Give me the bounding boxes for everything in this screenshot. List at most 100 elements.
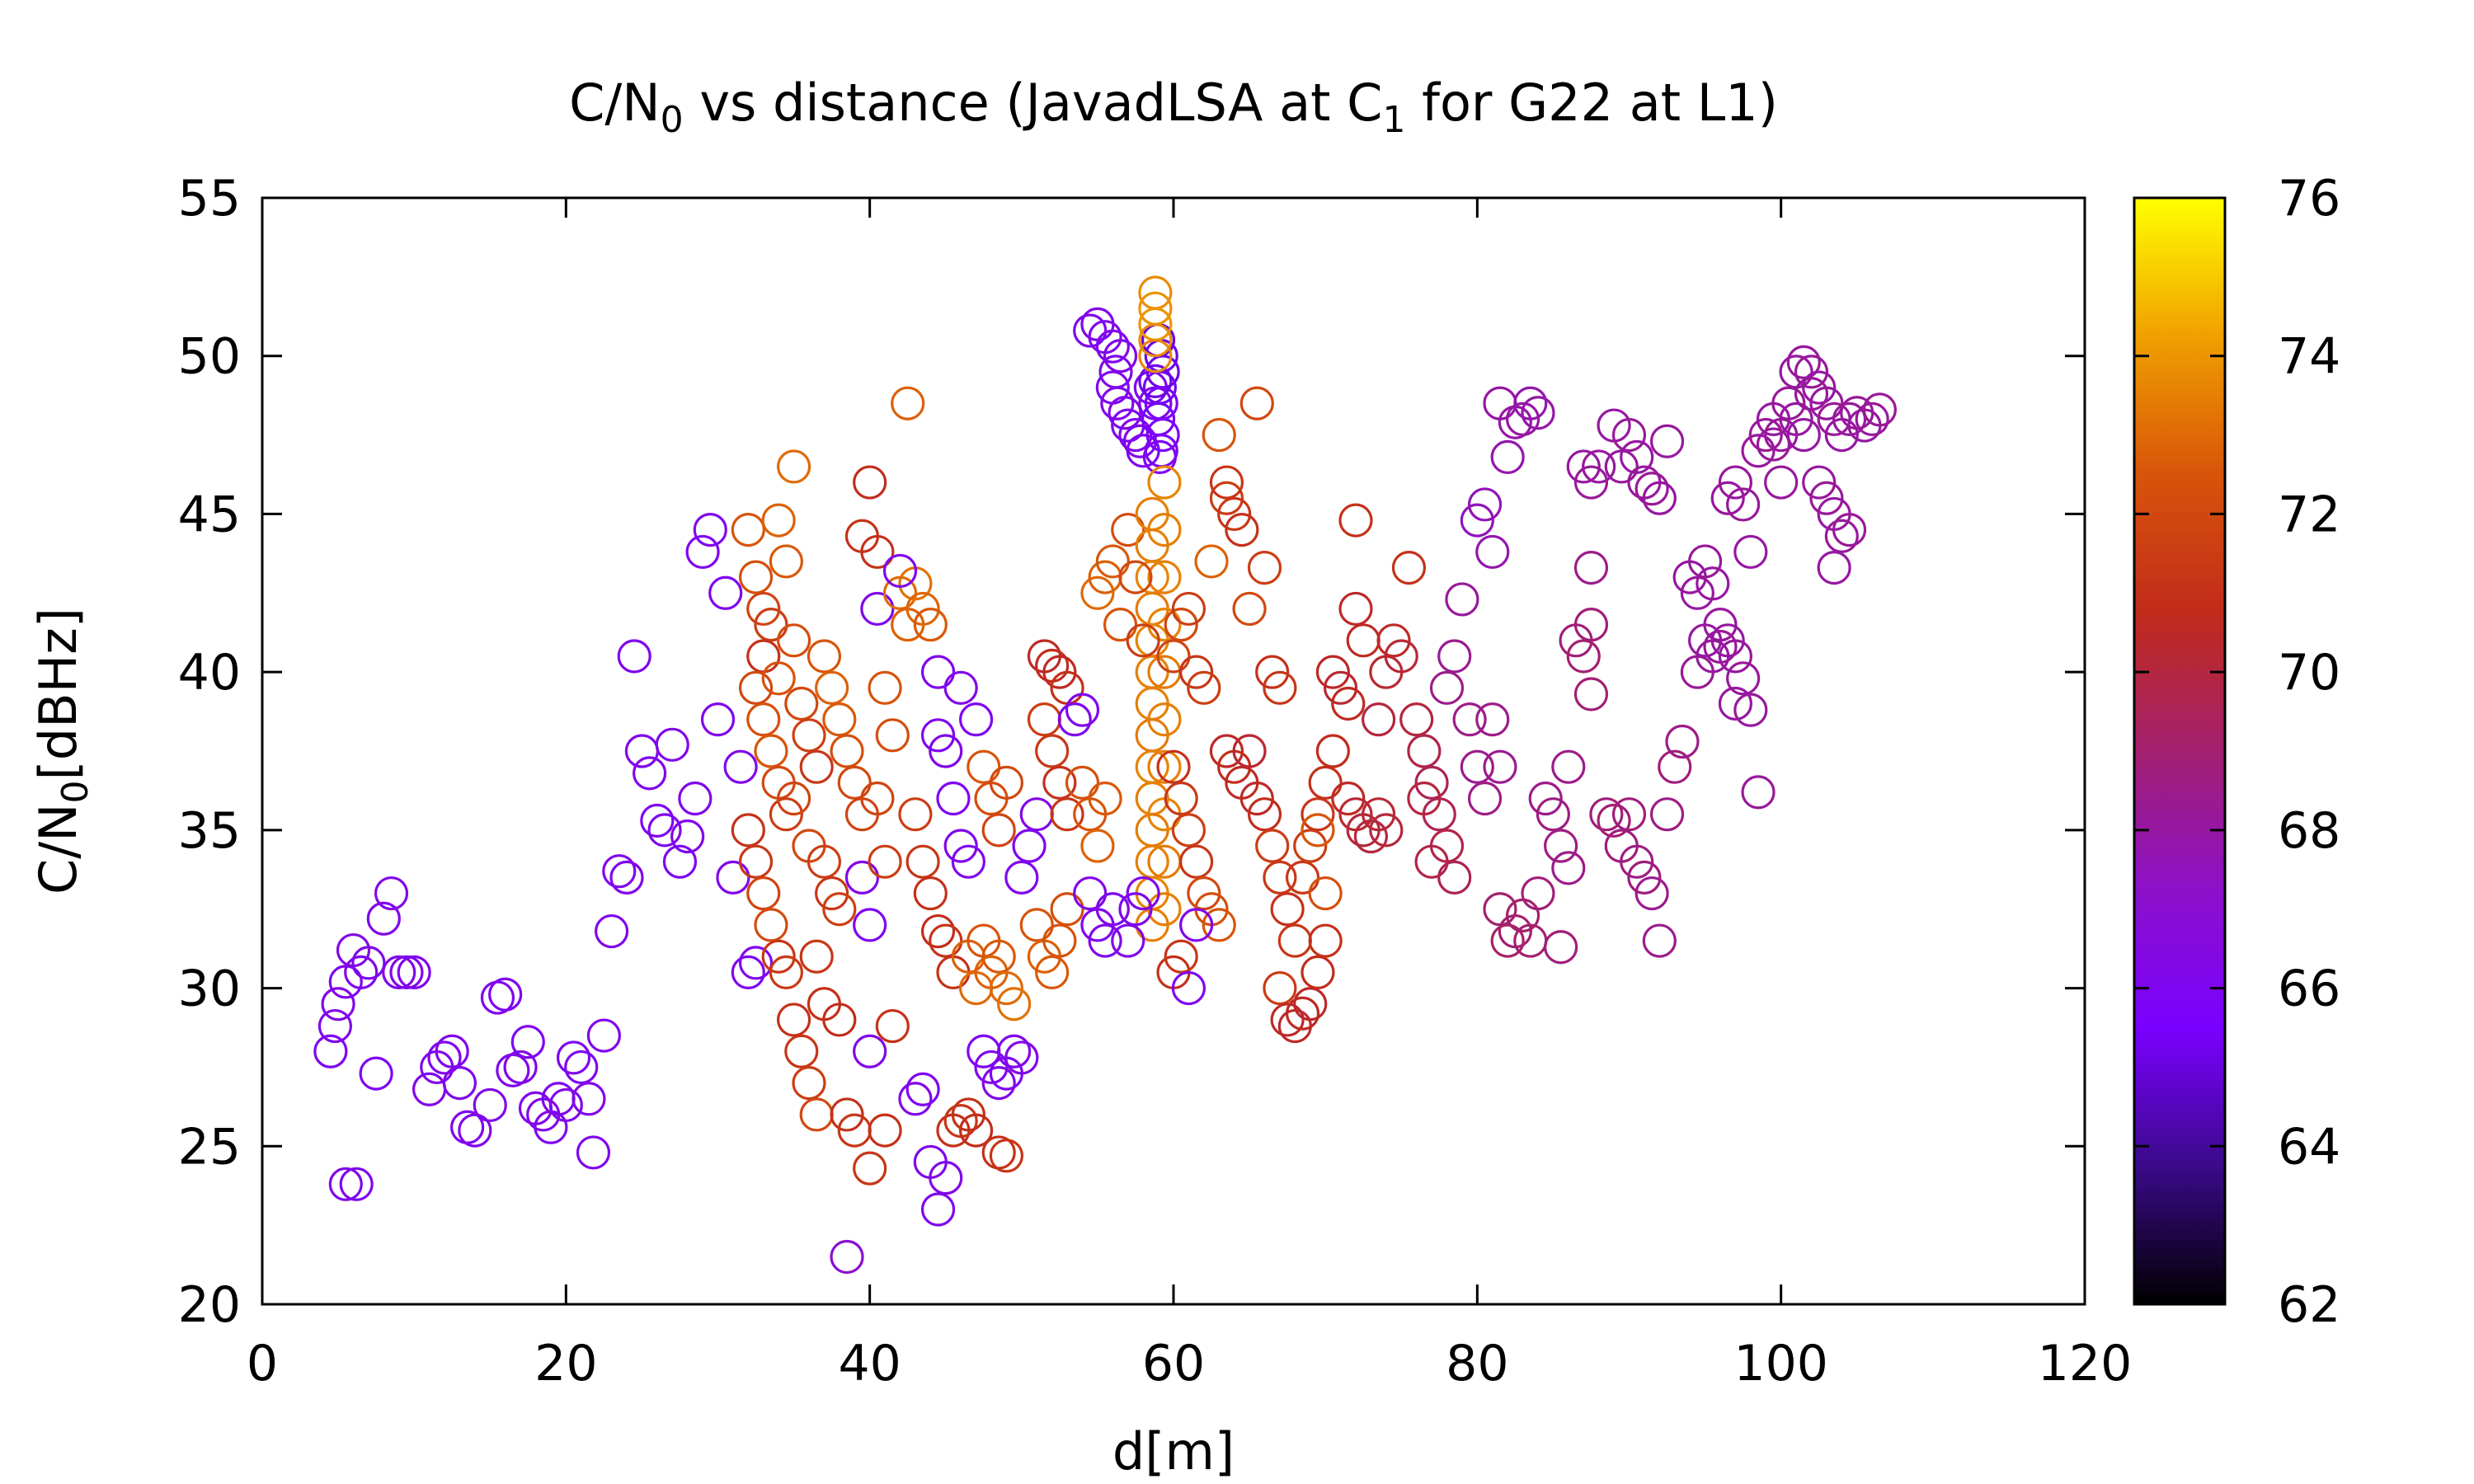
data-point (1376, 623, 1411, 658)
data-point (1209, 481, 1244, 515)
data-point (633, 756, 667, 791)
data-point (1634, 472, 1669, 506)
data-point (898, 797, 933, 832)
data-point (875, 718, 910, 753)
data-point (905, 591, 940, 627)
data-point (860, 534, 895, 570)
data-point (1147, 560, 1182, 594)
data-point (571, 1082, 606, 1116)
data-point (1138, 364, 1173, 398)
data-point (822, 702, 857, 737)
data-point (640, 803, 675, 838)
data-point (1794, 355, 1829, 389)
data-point (1088, 923, 1122, 958)
data-point (1467, 487, 1503, 522)
data-point (366, 901, 401, 936)
data-point (1103, 608, 1138, 642)
data-point (435, 1034, 469, 1068)
data-point (1582, 449, 1616, 484)
data-point (1748, 417, 1783, 453)
data-point (1733, 693, 1768, 727)
data-point (989, 765, 1024, 800)
data-point (576, 1135, 611, 1170)
data-point (1042, 765, 1077, 800)
data-point (853, 1151, 887, 1186)
data-point (1080, 575, 1115, 610)
data-point (1194, 544, 1229, 579)
data-point (754, 908, 788, 942)
data-point (860, 781, 895, 816)
colorbar-axis: 62 64 66 68 70 72 74 76 (2134, 170, 2340, 1334)
data-point (1004, 1040, 1039, 1075)
data-point (936, 781, 971, 816)
data-point (1437, 639, 1472, 674)
data-point (746, 702, 781, 737)
data-point (776, 449, 811, 484)
data-point (1217, 496, 1252, 532)
data-point (1179, 655, 1214, 689)
data-point (1483, 749, 1517, 784)
data-point (958, 702, 994, 737)
data-point (1255, 829, 1290, 863)
data-point (678, 781, 713, 816)
data-point (1331, 686, 1366, 721)
data-point (853, 908, 887, 942)
data-point (374, 876, 409, 911)
data-point (1384, 639, 1418, 674)
data-point (1741, 434, 1776, 468)
data-point (1620, 844, 1654, 879)
data-point (913, 876, 948, 911)
data-point (754, 608, 788, 642)
y-tick-label: 35 (178, 802, 241, 860)
data-point (1095, 329, 1130, 364)
data-point (807, 639, 842, 674)
data-point (1490, 439, 1525, 475)
data-point (708, 575, 743, 610)
data-point (1483, 892, 1517, 927)
x-axis-label: d[m] (1112, 1421, 1235, 1482)
data-point (1239, 781, 1274, 816)
data-point (875, 1008, 910, 1044)
data-point (1779, 402, 1813, 436)
data-point (1802, 370, 1837, 405)
data-point (1573, 677, 1609, 711)
data-point (609, 860, 644, 895)
data-point (997, 987, 1032, 1021)
data-point (1741, 775, 1776, 810)
data-point (1658, 749, 1692, 784)
data-point (317, 1008, 352, 1044)
data-point (503, 1050, 538, 1085)
colorbar-tick-label: 76 (2278, 170, 2340, 228)
data-point (693, 512, 727, 547)
y-tick-label: 40 (178, 644, 241, 702)
data-point (1285, 996, 1320, 1031)
data-point (891, 386, 925, 420)
data-point (1665, 724, 1700, 759)
data-point (339, 1167, 374, 1201)
data-point (830, 734, 864, 768)
data-point (716, 860, 750, 895)
data-point (1164, 939, 1198, 974)
data-point (1255, 655, 1290, 689)
data-point (746, 876, 781, 911)
data-point (807, 844, 842, 879)
colorbar-tick-label: 74 (2278, 328, 2340, 386)
data-point (389, 955, 424, 990)
data-point (1147, 749, 1182, 784)
data-point (1263, 970, 1297, 1006)
data-point (769, 544, 803, 579)
data-point (1710, 623, 1745, 658)
data-point (1142, 439, 1178, 475)
colorbar-tick-label: 72 (2278, 486, 2340, 543)
data-point (1232, 591, 1267, 627)
data-point (647, 813, 682, 848)
data-point (731, 512, 765, 547)
data-point (1118, 892, 1153, 927)
data-point (321, 987, 355, 1021)
data-point (929, 1161, 963, 1195)
data-point (1156, 749, 1191, 784)
data-point (868, 1113, 902, 1148)
data-point (1073, 876, 1108, 911)
data-point (761, 939, 796, 974)
